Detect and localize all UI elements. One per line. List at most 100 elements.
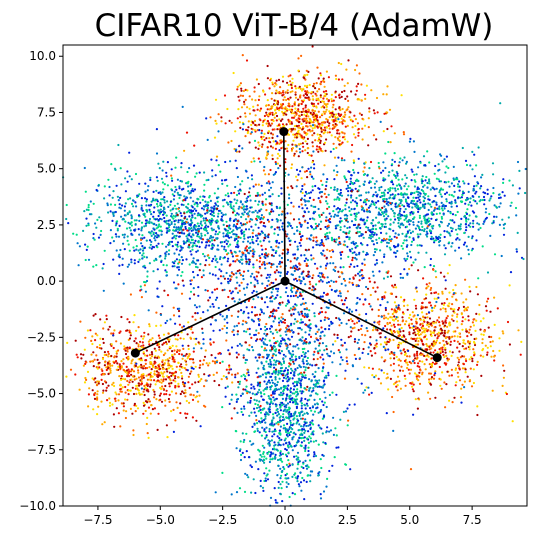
scatter-point (164, 384, 167, 388)
scatter-point (460, 387, 463, 390)
scatter-point (195, 231, 198, 234)
scatter-point (126, 374, 130, 377)
scatter-point (390, 330, 393, 333)
scatter-point (377, 221, 380, 224)
scatter-point (510, 201, 513, 204)
scatter-point (280, 187, 283, 190)
scatter-point (466, 208, 469, 211)
scatter-point (125, 410, 128, 413)
scatter-point (140, 229, 143, 232)
scatter-point (305, 121, 308, 125)
scatter-point (146, 378, 149, 381)
scatter-point (291, 90, 294, 93)
scatter-point (179, 411, 182, 415)
scatter-point (87, 224, 90, 227)
scatter-point (441, 320, 444, 323)
scatter-point (94, 222, 97, 225)
scatter-point (357, 82, 360, 85)
scatter-point (145, 256, 148, 259)
scatter-point (292, 133, 295, 136)
scatter-point (446, 272, 449, 275)
scatter-point (124, 349, 127, 352)
scatter-point (173, 265, 176, 268)
scatter-point (403, 268, 406, 271)
scatter-point (256, 104, 259, 107)
scatter-point (286, 81, 289, 84)
scatter-point (361, 138, 364, 141)
scatter-point (181, 390, 184, 393)
scatter-point (128, 381, 131, 384)
scatter-point (205, 259, 208, 262)
scatter-point (302, 94, 305, 97)
scatter-point (297, 104, 300, 107)
scatter-point (469, 222, 472, 225)
scatter-point (295, 150, 298, 153)
scatter-point (199, 364, 202, 367)
scatter-point (519, 353, 522, 356)
scatter-point (191, 187, 194, 191)
scatter-point (409, 468, 413, 471)
scatter-point (112, 346, 115, 350)
scatter-point (469, 367, 472, 370)
scatter-point (389, 141, 392, 144)
scatter-point (306, 151, 309, 155)
scatter-point (167, 397, 170, 401)
scatter-point (328, 110, 331, 113)
scatter-point (145, 389, 148, 392)
scatter-point (430, 365, 434, 368)
scatter-point (393, 152, 396, 155)
scatter-point (181, 271, 184, 274)
scatter-point (467, 203, 470, 206)
scatter-point (201, 198, 204, 202)
scatter-point (235, 276, 238, 279)
scatter-point (147, 436, 150, 439)
scatter-point (65, 203, 68, 207)
scatter-point (89, 360, 92, 363)
scatter-point (124, 391, 127, 394)
scatter-point (408, 360, 411, 364)
scatter-point (387, 241, 390, 245)
scatter-point (439, 271, 442, 274)
scatter-point (149, 232, 152, 235)
scatter-point (119, 196, 122, 199)
scatter-point (347, 206, 351, 209)
scatter-point (458, 342, 461, 345)
scatter-point (196, 249, 199, 252)
scatter-point (174, 185, 177, 189)
scatter-point (515, 248, 518, 251)
scatter-point (402, 224, 405, 227)
scatter-point (133, 378, 136, 381)
scatter-point (241, 212, 244, 215)
scatter-point (273, 99, 276, 102)
scatter-point (413, 353, 416, 356)
scatter-point (116, 227, 119, 230)
scatter-point (252, 442, 255, 445)
scatter-point (377, 308, 380, 312)
scatter-point (108, 325, 111, 328)
scatter-point (230, 373, 234, 376)
scatter-point (103, 380, 107, 383)
scatter-point (460, 257, 463, 260)
scatter-point (330, 114, 333, 117)
scatter-point (122, 358, 125, 361)
scatter-point (371, 227, 374, 230)
scatter-point (418, 329, 422, 332)
scatter-point (308, 154, 311, 157)
scatter-point (297, 98, 300, 101)
scatter-point (332, 123, 335, 127)
scatter-point (374, 352, 377, 355)
scatter-point (244, 228, 248, 231)
scatter-point (134, 238, 137, 242)
scatter-point (386, 275, 389, 278)
scatter-point (429, 330, 432, 333)
scatter-point (210, 227, 213, 230)
scatter-point (128, 175, 131, 178)
scatter-point (426, 150, 429, 153)
scatter-point (385, 210, 388, 213)
scatter-point (164, 378, 168, 381)
scatter-point (383, 112, 386, 115)
scatter-point (162, 353, 165, 357)
scatter-point (250, 311, 253, 314)
scatter-point (216, 261, 219, 264)
scatter-point (483, 330, 486, 333)
